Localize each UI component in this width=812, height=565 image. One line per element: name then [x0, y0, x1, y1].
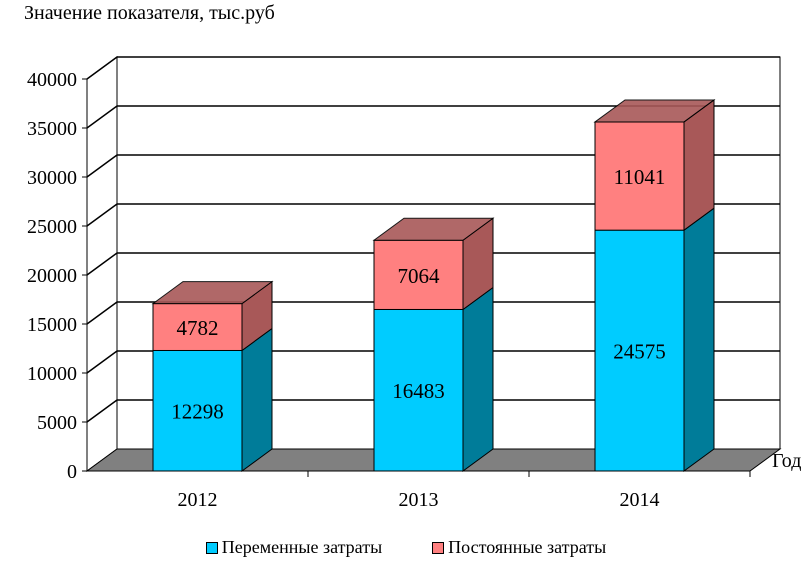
y-tick-label: 25000	[27, 216, 77, 238]
bar-top	[151, 281, 274, 305]
gridline	[86, 252, 780, 276]
gridline	[86, 203, 780, 227]
data-labels: 12298 4782 16483 7064 24575 11041	[171, 165, 666, 424]
y-tick-label: 5000	[37, 412, 77, 434]
y-tick-label: 35000	[27, 118, 77, 140]
gridline	[86, 154, 780, 178]
legend: Переменные затраты Постоянные затраты	[0, 537, 812, 558]
bar-top	[372, 217, 495, 241]
bars	[151, 98, 716, 472]
bar-top	[593, 99, 716, 123]
y-tick-label: 0	[67, 461, 77, 483]
bar-segment-front	[373, 239, 464, 310]
data-label: 7064	[398, 264, 441, 288]
data-label: 24575	[613, 340, 666, 364]
y-tick-label: 15000	[27, 314, 77, 336]
bar-segment-front	[152, 349, 243, 472]
x-axis-title: Год	[772, 450, 802, 472]
bar-segment-front	[373, 308, 464, 472]
legend-swatch-fixed	[432, 541, 445, 554]
bar-segment-side	[462, 286, 494, 472]
bar-segment-side	[683, 207, 715, 472]
legend-item-variable: Переменные затраты	[205, 537, 383, 558]
gridline	[86, 350, 780, 374]
legend-label-fixed: Постоянные затраты	[448, 537, 607, 557]
gridlines	[86, 56, 780, 423]
data-label: 11041	[614, 165, 666, 189]
bar-segment-side	[241, 327, 273, 472]
y-axis-title: Значение показателя, тыс.руб	[24, 2, 275, 24]
gridline	[86, 399, 780, 423]
y-tick-label: 30000	[27, 167, 77, 189]
legend-label-variable: Переменные затраты	[221, 537, 383, 557]
axes: 0 5000 10000 15000 20000 25000 30000 35000 40000…	[27, 69, 751, 511]
gridline	[86, 56, 780, 80]
legend-item-fixed: Постоянные затраты	[432, 537, 606, 558]
bar-segment-front	[594, 229, 685, 472]
x-tick-label: 2012	[178, 489, 218, 511]
x-tick-label: 2013	[399, 489, 439, 511]
data-label: 4782	[177, 316, 219, 340]
bar-segment-front	[594, 121, 685, 231]
data-label: 12298	[171, 400, 224, 424]
bar-segment-side	[683, 98, 715, 232]
gridline	[86, 301, 780, 325]
gridline	[86, 105, 780, 129]
legend-swatch-variable	[205, 541, 218, 554]
x-tick-label: 2014	[620, 489, 660, 511]
bar-segment-front	[152, 303, 243, 351]
y-tick-label: 20000	[27, 265, 77, 287]
data-label: 16483	[392, 379, 445, 403]
y-tick-label: 40000	[27, 69, 77, 91]
y-tick-label: 10000	[27, 363, 77, 385]
